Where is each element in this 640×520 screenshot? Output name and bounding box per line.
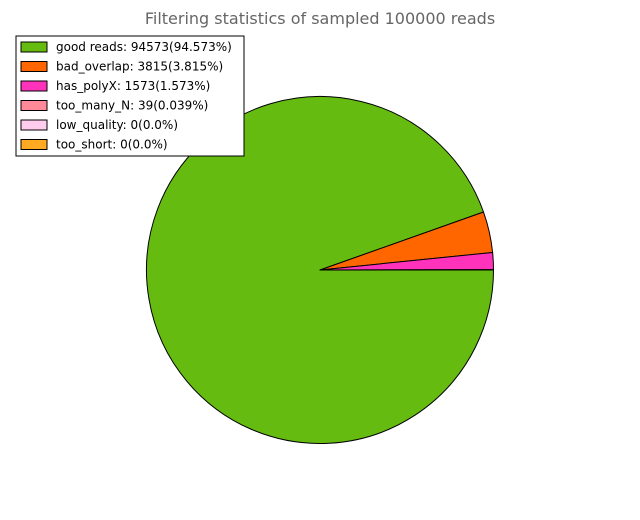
pie-slices <box>146 96 495 444</box>
chart-legend: good reads: 94573(94.573%) bad_overlap: 3… <box>15 35 245 157</box>
legend-swatch-0 <box>20 41 48 53</box>
legend-label-3: too_many_N: 39(0.039%) <box>56 99 208 113</box>
legend-swatch-4 <box>20 119 48 131</box>
legend-label-0: good reads: 94573(94.573%) <box>56 40 232 54</box>
legend-swatch-3 <box>20 100 48 111</box>
legend-swatch-2 <box>20 80 48 92</box>
legend-label-5: too_short: 0(0.0%) <box>56 138 168 152</box>
legend-swatch-1 <box>20 61 48 72</box>
legend-label-1: bad_overlap: 3815(3.815%) <box>56 60 223 74</box>
legend-label-4: low_quality: 0(0.0%) <box>56 118 178 132</box>
legend-frame <box>15 35 245 157</box>
chart-title: Filtering statistics of sampled 100000 r… <box>145 9 495 28</box>
legend-label-2: has_polyX: 1573(1.573%) <box>56 79 210 93</box>
legend-swatch-5 <box>20 139 48 150</box>
